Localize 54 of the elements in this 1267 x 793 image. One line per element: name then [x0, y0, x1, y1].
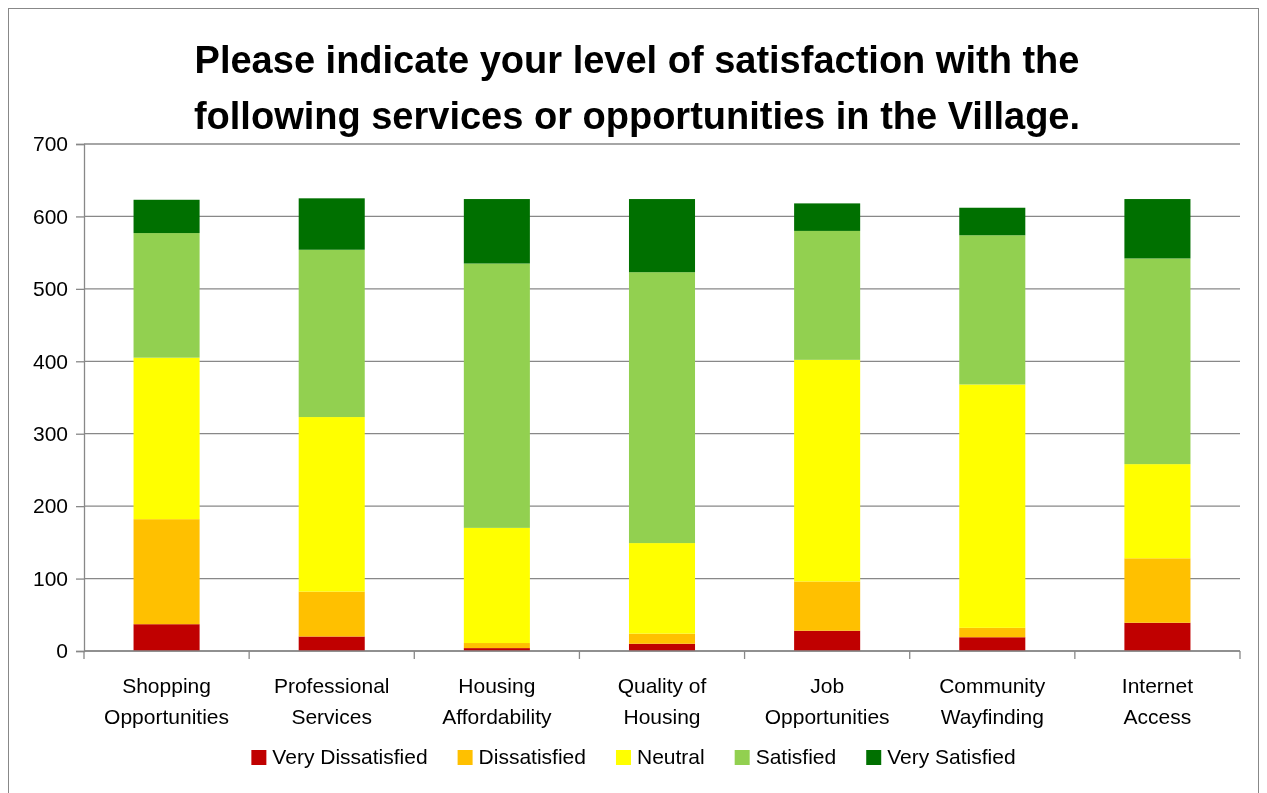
bar — [133, 519, 200, 625]
bar — [959, 384, 1026, 628]
x-tick-label: Professional Services — [273, 674, 390, 728]
x-tick-label: Job Opportunities — [764, 674, 890, 728]
bar — [959, 627, 1026, 638]
x-tick-label: Shopping Opportunities — [104, 674, 230, 728]
bar — [628, 199, 696, 273]
bar — [794, 581, 861, 631]
bar — [1124, 464, 1191, 559]
x-tick-label: Internet Access — [1121, 674, 1194, 728]
bar — [298, 591, 365, 637]
bar — [463, 199, 530, 264]
bar — [133, 624, 200, 651]
bar — [794, 203, 861, 231]
bar — [959, 235, 1026, 385]
y-tick-label: 100 — [32, 566, 68, 590]
bar — [959, 637, 1026, 651]
bar — [133, 199, 200, 234]
bar — [794, 230, 861, 360]
y-tick-label: 200 — [32, 494, 68, 518]
legend-label: Dissatisfied — [478, 745, 586, 768]
x-tick-label: Community Wayfinding — [939, 674, 1046, 728]
bar — [298, 417, 365, 592]
bar — [298, 636, 365, 651]
bar — [628, 543, 696, 634]
x-tick-label: Housing Affordability — [442, 674, 553, 728]
bar — [959, 207, 1026, 236]
bar — [1124, 558, 1191, 623]
legend-label: Neutral — [636, 745, 705, 768]
legend-label: Very Dissatisfied — [272, 745, 428, 768]
bar — [298, 249, 365, 418]
chart-title: Please indicate your level of satisfaction with the following services or opportunities in the Village. — [193, 39, 1081, 137]
bar — [298, 198, 365, 250]
bar — [133, 357, 200, 520]
y-tick-label: 500 — [32, 277, 68, 301]
y-tick-label: 600 — [32, 204, 68, 228]
bar — [463, 643, 530, 649]
bar — [463, 527, 530, 644]
y-tick-label: 0 — [56, 639, 68, 663]
bar — [794, 359, 861, 582]
y-tick-label: 400 — [32, 349, 68, 373]
bar — [463, 263, 530, 528]
bar — [794, 630, 861, 651]
bar — [1124, 258, 1191, 465]
legend-label: Very Satisfied — [887, 745, 1016, 768]
legend-label: Satisfied — [755, 745, 837, 768]
bar — [1124, 199, 1191, 259]
bar — [133, 233, 200, 358]
y-tick-label: 700 — [32, 132, 68, 156]
bar — [1124, 622, 1191, 651]
y-tick-label: 300 — [32, 421, 68, 445]
bar — [628, 272, 696, 544]
x-tick-label: Quality of Housing — [617, 674, 707, 728]
bar — [628, 633, 696, 644]
